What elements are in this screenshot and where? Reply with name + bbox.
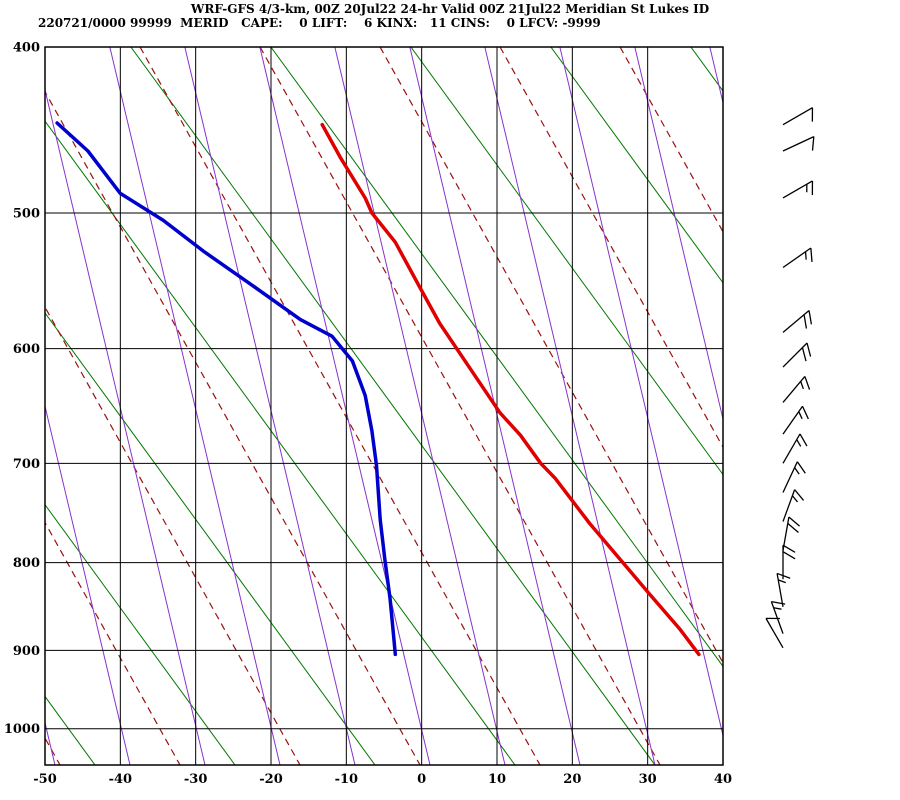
pressure-tick-label: 900 (13, 644, 40, 659)
wind-barb (782, 433, 808, 464)
moist-adiabat-line (619, 47, 723, 234)
moist-adiabat-line (499, 47, 723, 449)
wind-barb-column (765, 107, 815, 649)
pressure-tick-label: 500 (13, 207, 40, 222)
wind-barb (782, 461, 806, 493)
mixing-ratio-line (184, 47, 356, 765)
moist-adiabat-line (45, 521, 181, 765)
mixing-ratio-line (109, 47, 281, 765)
mixing-ratio-line (559, 47, 723, 738)
temperature-tick-label: 40 (714, 772, 732, 787)
wind-barb (776, 572, 791, 608)
wind-barb (782, 107, 814, 126)
temperature-tick-label: -50 (33, 772, 57, 787)
wind-barb (782, 310, 813, 333)
dry-adiabat-line (410, 47, 723, 476)
dry-adiabat-line (45, 312, 376, 765)
temperature-tick-label: 30 (639, 772, 657, 787)
mixing-ratio-line (709, 47, 723, 105)
moist-adiabat-line (45, 90, 421, 765)
profiles (55, 121, 701, 657)
temperature-curve (320, 122, 701, 657)
temperature-tick-label: 0 (417, 772, 426, 787)
wind-barb (782, 375, 811, 403)
stats-line: 220721/0000 99999 MERID CAPE: 0 LIFT: 6 … (38, 16, 601, 30)
temperature-tick-label: -30 (184, 772, 208, 787)
temperature-tick-label: -40 (109, 772, 133, 787)
moist-adiabat-line (259, 47, 661, 765)
moist-adiabat-line (379, 47, 723, 664)
mixing-ratio-line (45, 404, 131, 765)
axis-labels: 400 500 600 700 800 900 1000 -50 -40 -30 -20 -10 0 10… (4, 41, 732, 788)
dry-adiabat-line (690, 47, 723, 92)
dry-adiabat-line (45, 503, 236, 765)
grid (44, 46, 724, 766)
moist-adiabat-line (139, 47, 541, 765)
plot-border (44, 46, 724, 766)
dewpoint-curve (55, 121, 398, 657)
wind-barb (782, 489, 805, 522)
temperature-tick-label: 20 (563, 772, 581, 787)
wind-barb (782, 516, 800, 551)
dry-adiabat-line (550, 47, 723, 284)
moist-adiabat-line (740, 47, 900, 765)
wind-barb (770, 601, 786, 634)
temperature-tick-label: -10 (335, 772, 359, 787)
moist-adiabat-line (45, 305, 301, 765)
temperature-tick-label: -20 (259, 772, 283, 787)
mixing-ratio-line (484, 47, 656, 765)
mixing-ratio-line (634, 47, 723, 422)
background-lines (45, 47, 900, 765)
wind-barb (782, 342, 812, 368)
wind-barb (765, 617, 784, 649)
wind-barb (782, 136, 815, 152)
pressure-tick-label: 700 (13, 457, 40, 472)
pressure-tick-label: 800 (13, 556, 40, 571)
dry-adiabat-line (130, 47, 656, 765)
chart-title: WRF-GFS 4/3-km, 00Z 20Jul22 24-hr Valid … (190, 2, 710, 16)
dry-adiabat-line (270, 47, 723, 668)
pressure-tick-label: 400 (13, 41, 40, 56)
wind-barb (782, 405, 809, 435)
wind-barb (782, 247, 813, 269)
pressure-tick-label: 600 (13, 342, 40, 357)
mixing-ratio-line (259, 47, 431, 765)
mixing-ratio-line (334, 47, 506, 765)
pressure-tick-label: 1000 (4, 722, 40, 737)
temperature-tick-label: 10 (488, 772, 506, 787)
dry-adiabat-line (45, 120, 516, 765)
wind-barb (782, 544, 796, 580)
wind-barb (782, 180, 814, 199)
